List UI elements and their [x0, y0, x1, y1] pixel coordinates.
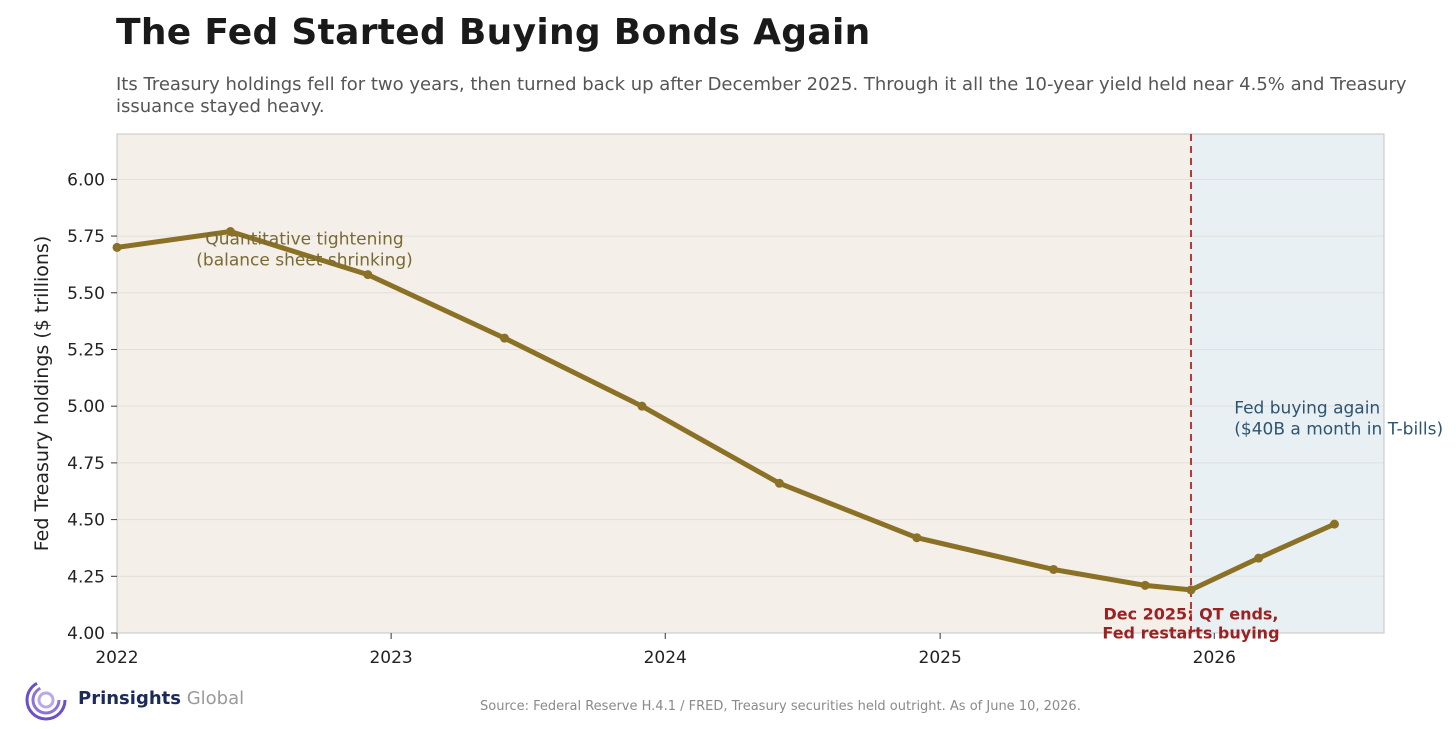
plot-frame — [116, 133, 1385, 634]
x-tick-label: 2025 — [919, 648, 962, 668]
holdings-point — [225, 227, 235, 237]
y-tick-label: 4.50 — [67, 511, 105, 531]
y-tick-label: 5.75 — [67, 227, 105, 247]
x-tick-label: 2024 — [644, 648, 687, 668]
buying-region-label: Fed buying again — [1234, 399, 1380, 419]
logo-text: Prinsights Global — [78, 688, 244, 709]
holdings-point — [1140, 580, 1150, 590]
holdings-point — [363, 270, 373, 280]
chart-title: The Fed Started Buying Bonds Again — [116, 12, 871, 53]
y-axis-label: Fed Treasury holdings ($ trillions) — [31, 236, 53, 551]
y-tick-label: 5.25 — [67, 340, 105, 360]
holdings-point — [1254, 553, 1264, 563]
holdings-point — [912, 533, 922, 543]
logo-brand-sub: Global — [180, 688, 245, 709]
qt-end-marker-label: Fed restarts buying — [1102, 624, 1279, 643]
y-tick-label: 4.75 — [67, 454, 105, 474]
y-tick-label: 5.50 — [67, 284, 105, 304]
y-tick-label: 6.00 — [67, 170, 105, 190]
holdings-point — [500, 333, 510, 343]
y-tick-label: 4.00 — [67, 624, 105, 644]
logo: Prinsights Global — [24, 676, 244, 724]
qt-region-label: (balance sheet shrinking) — [196, 250, 412, 270]
qt-end-marker-label: Dec 2025: QT ends, — [1103, 605, 1278, 624]
concentric-rings-icon — [25, 679, 67, 721]
holdings-point — [1049, 564, 1059, 574]
x-tick-label: 2023 — [369, 648, 412, 668]
holdings-point — [1186, 585, 1196, 595]
qt-region-label: Quantitative tightening — [205, 229, 403, 249]
holdings-point — [112, 242, 122, 252]
x-tick-label: 2026 — [1193, 648, 1236, 668]
y-tick-label: 5.00 — [67, 397, 105, 417]
holdings-point — [774, 478, 784, 488]
holdings-point — [1329, 519, 1339, 529]
buying-region — [1190, 134, 1384, 633]
y-tick-label: 4.25 — [67, 567, 105, 587]
qt-region — [117, 134, 1191, 633]
chart-subtitle: Its Treasury holdings fell for two years… — [116, 74, 1407, 117]
holdings-point — [637, 401, 647, 411]
x-tick-label: 2022 — [95, 648, 138, 668]
source-note: Source: Federal Reserve H.4.1 / FRED, Tr… — [480, 699, 1081, 714]
logo-brand: Prinsights — [78, 688, 181, 709]
buying-region-label: ($40B a month in T-bills) — [1234, 420, 1443, 440]
holdings-line — [114, 229, 1337, 593]
